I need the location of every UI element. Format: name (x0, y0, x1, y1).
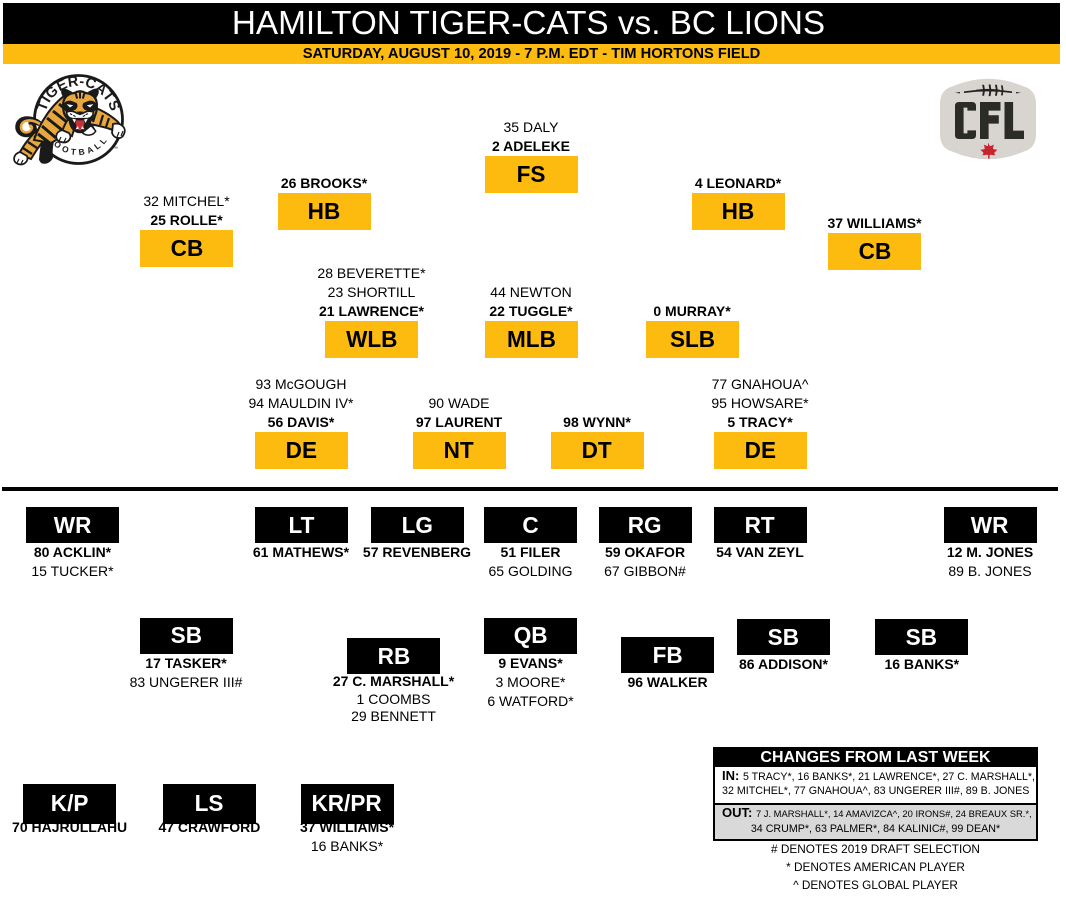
svg-text:™: ™ (113, 146, 118, 152)
